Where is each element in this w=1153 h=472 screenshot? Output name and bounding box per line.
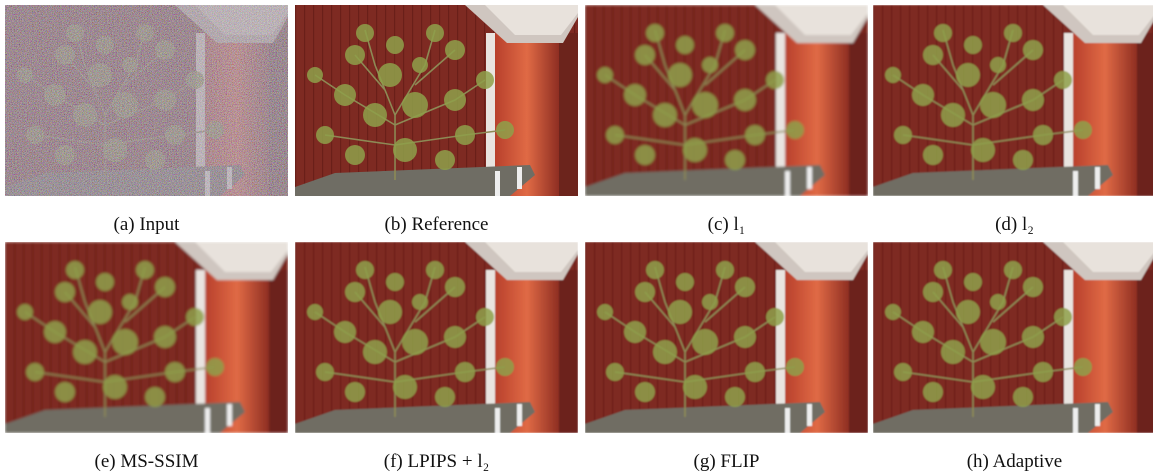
caption: (g) FLIP xyxy=(585,451,868,472)
panel: (h) Adaptive xyxy=(873,242,1153,472)
result-image xyxy=(5,5,288,196)
result-image xyxy=(295,5,578,196)
panel: (c) l₁ xyxy=(585,5,868,236)
result-image xyxy=(5,242,288,433)
panel: (e) MS-SSIM xyxy=(5,242,288,472)
caption: (c) l₁ xyxy=(585,214,868,236)
result-image xyxy=(585,242,868,433)
caption: (f) LPIPS + l₂ xyxy=(295,451,578,472)
panel: (d) l₂ xyxy=(873,5,1153,236)
figure: (a) Input (b) Reference (c) l₁(d) l₂ (e) MS… xyxy=(0,0,1153,472)
result-image xyxy=(585,5,868,196)
caption: (a) Input xyxy=(5,214,288,236)
caption: (b) Reference xyxy=(295,214,578,236)
panel: (g) FLIP xyxy=(585,242,868,472)
result-image xyxy=(295,242,578,433)
result-image xyxy=(873,5,1153,196)
caption: (h) Adaptive xyxy=(873,451,1153,472)
panel: (a) Input xyxy=(5,5,288,236)
panel: (b) Reference xyxy=(295,5,578,236)
panel: (f) LPIPS + l₂ xyxy=(295,242,578,472)
caption: (d) l₂ xyxy=(873,214,1153,236)
caption: (e) MS-SSIM xyxy=(5,451,288,472)
result-image xyxy=(873,242,1153,433)
